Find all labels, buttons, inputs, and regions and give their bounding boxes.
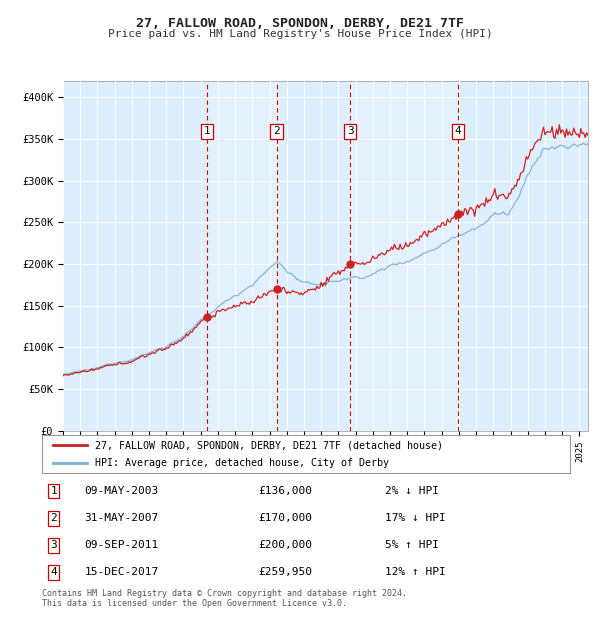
Bar xyxy=(207,81,277,431)
Text: 1: 1 xyxy=(203,126,210,136)
Text: 2% ↓ HPI: 2% ↓ HPI xyxy=(385,486,439,496)
Text: 4: 4 xyxy=(50,567,57,577)
Text: 3: 3 xyxy=(50,540,57,550)
FancyBboxPatch shape xyxy=(42,435,570,473)
Text: £259,950: £259,950 xyxy=(259,567,313,577)
Text: 27, FALLOW ROAD, SPONDON, DERBY, DE21 7TF (detached house): 27, FALLOW ROAD, SPONDON, DERBY, DE21 7T… xyxy=(95,440,443,450)
Bar xyxy=(350,81,458,431)
Text: 17% ↓ HPI: 17% ↓ HPI xyxy=(385,513,446,523)
Text: £170,000: £170,000 xyxy=(259,513,313,523)
Text: 4: 4 xyxy=(455,126,461,136)
Text: 2: 2 xyxy=(273,126,280,136)
Text: 31-MAY-2007: 31-MAY-2007 xyxy=(84,513,158,523)
Text: 09-MAY-2003: 09-MAY-2003 xyxy=(84,486,158,496)
Text: Price paid vs. HM Land Registry's House Price Index (HPI): Price paid vs. HM Land Registry's House … xyxy=(107,29,493,39)
Text: 15-DEC-2017: 15-DEC-2017 xyxy=(84,567,158,577)
Text: £200,000: £200,000 xyxy=(259,540,313,550)
Text: 12% ↑ HPI: 12% ↑ HPI xyxy=(385,567,446,577)
Text: 5% ↑ HPI: 5% ↑ HPI xyxy=(385,540,439,550)
Text: 2: 2 xyxy=(50,513,57,523)
Text: 27, FALLOW ROAD, SPONDON, DERBY, DE21 7TF: 27, FALLOW ROAD, SPONDON, DERBY, DE21 7T… xyxy=(136,17,464,30)
Text: HPI: Average price, detached house, City of Derby: HPI: Average price, detached house, City… xyxy=(95,458,389,469)
Text: Contains HM Land Registry data © Crown copyright and database right 2024.
This d: Contains HM Land Registry data © Crown c… xyxy=(42,589,407,608)
Text: 09-SEP-2011: 09-SEP-2011 xyxy=(84,540,158,550)
Text: 3: 3 xyxy=(347,126,353,136)
Text: £136,000: £136,000 xyxy=(259,486,313,496)
Text: 1: 1 xyxy=(50,486,57,496)
